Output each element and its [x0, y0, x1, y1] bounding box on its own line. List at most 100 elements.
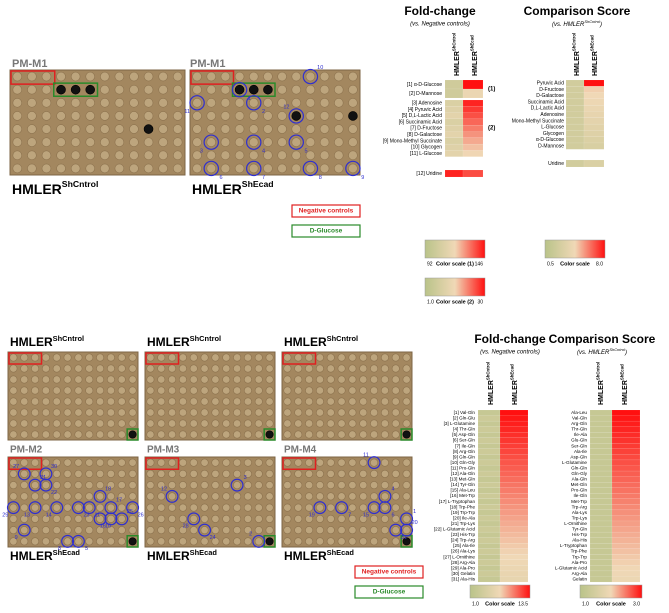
well: [359, 419, 368, 428]
well: [200, 458, 209, 467]
heat-cell: [565, 123, 585, 131]
heat-cell: [583, 130, 605, 137]
well: [70, 124, 81, 134]
heat-cell: [477, 409, 501, 416]
glucose-box: [263, 428, 276, 441]
well: [402, 537, 411, 546]
well: [380, 364, 389, 373]
well: [283, 469, 292, 478]
well: [359, 458, 368, 467]
plate: [281, 456, 413, 548]
well: [157, 503, 166, 512]
row-label: [1] α-D-Glucose: [407, 82, 442, 88]
heat-cell: [589, 543, 613, 549]
well: [157, 514, 166, 523]
well: [96, 458, 105, 467]
well: [63, 537, 72, 546]
well: [41, 375, 50, 384]
well: [31, 469, 40, 478]
well: [20, 419, 29, 428]
caption: HMLERShCntrol: [147, 334, 221, 349]
well: [391, 481, 400, 490]
well: [31, 353, 40, 362]
well: [222, 386, 231, 395]
row-label: D,L-Lactic Acid: [531, 106, 565, 112]
row-label: L-Tryptophan: [560, 543, 588, 548]
well: [128, 526, 137, 535]
row-label: [8] Arg-Gln: [453, 449, 475, 454]
well: [315, 375, 324, 384]
heat-cell: [444, 79, 464, 90]
well: [85, 375, 94, 384]
well: [315, 364, 324, 373]
well: [85, 430, 94, 439]
well: [220, 137, 231, 147]
well: [117, 386, 126, 395]
well: [157, 481, 166, 490]
well: [56, 163, 66, 174]
hit-number: 9: [361, 175, 364, 181]
well: [233, 364, 242, 373]
scale-max: 13.5: [518, 601, 528, 607]
well: [41, 124, 52, 134]
heat-cell: [444, 169, 464, 178]
column-label: HMLERShEcad: [510, 364, 519, 405]
well: [143, 137, 154, 147]
well: [337, 397, 346, 406]
caption-main: HMLER: [147, 335, 190, 349]
row-label: [1] Val-Gln: [454, 410, 476, 415]
well: [319, 150, 330, 161]
row-label: His-Trp: [572, 532, 587, 537]
row-label: [29] Ala-Pro: [451, 565, 475, 570]
well: [178, 364, 187, 373]
row-label: [31] Ala-His: [452, 576, 476, 581]
well: [143, 150, 154, 161]
well: [348, 150, 358, 161]
hit-circle: [82, 501, 96, 515]
well: [168, 458, 177, 467]
well: [370, 430, 379, 439]
heat-cell: [611, 498, 641, 505]
row-label: [16] Met-Trp: [450, 493, 475, 498]
well: [129, 111, 139, 121]
well: [391, 430, 400, 439]
well: [85, 386, 94, 395]
caption-main: HMLER: [488, 380, 495, 405]
heat-cell: [589, 515, 613, 522]
row-label: L-Ornithine: [564, 521, 587, 526]
well: [234, 124, 245, 134]
well: [106, 375, 115, 384]
well: [96, 375, 105, 384]
well: [96, 397, 105, 406]
well: [333, 71, 344, 82]
scale-min: 1.0: [427, 299, 434, 305]
row-label: [21] Trp-Lys: [451, 521, 476, 526]
well: [200, 375, 209, 384]
well: [243, 353, 252, 362]
well: [283, 364, 292, 373]
heat-cell: [611, 537, 641, 544]
well: [291, 84, 302, 95]
well: [117, 408, 126, 417]
well: [20, 537, 29, 546]
heat-cell: [611, 487, 641, 494]
well: [20, 386, 29, 395]
well: [263, 163, 273, 174]
heat-cell: [611, 470, 641, 477]
well: [402, 353, 411, 362]
legend-text: Negative controls: [362, 569, 417, 576]
well: [85, 537, 94, 546]
row-label: Gln-Gln: [571, 465, 587, 470]
well: [129, 137, 139, 147]
heat-cell: [477, 554, 501, 560]
well: [178, 353, 187, 362]
well: [265, 469, 274, 478]
well: [52, 492, 61, 501]
heat-cell: [462, 143, 484, 151]
hit-circle: [231, 81, 248, 98]
well: [117, 469, 126, 478]
well: [192, 71, 202, 82]
row-label: Gelatin: [572, 576, 587, 581]
heat-cell: [611, 554, 641, 560]
heat-cell: [583, 159, 605, 168]
